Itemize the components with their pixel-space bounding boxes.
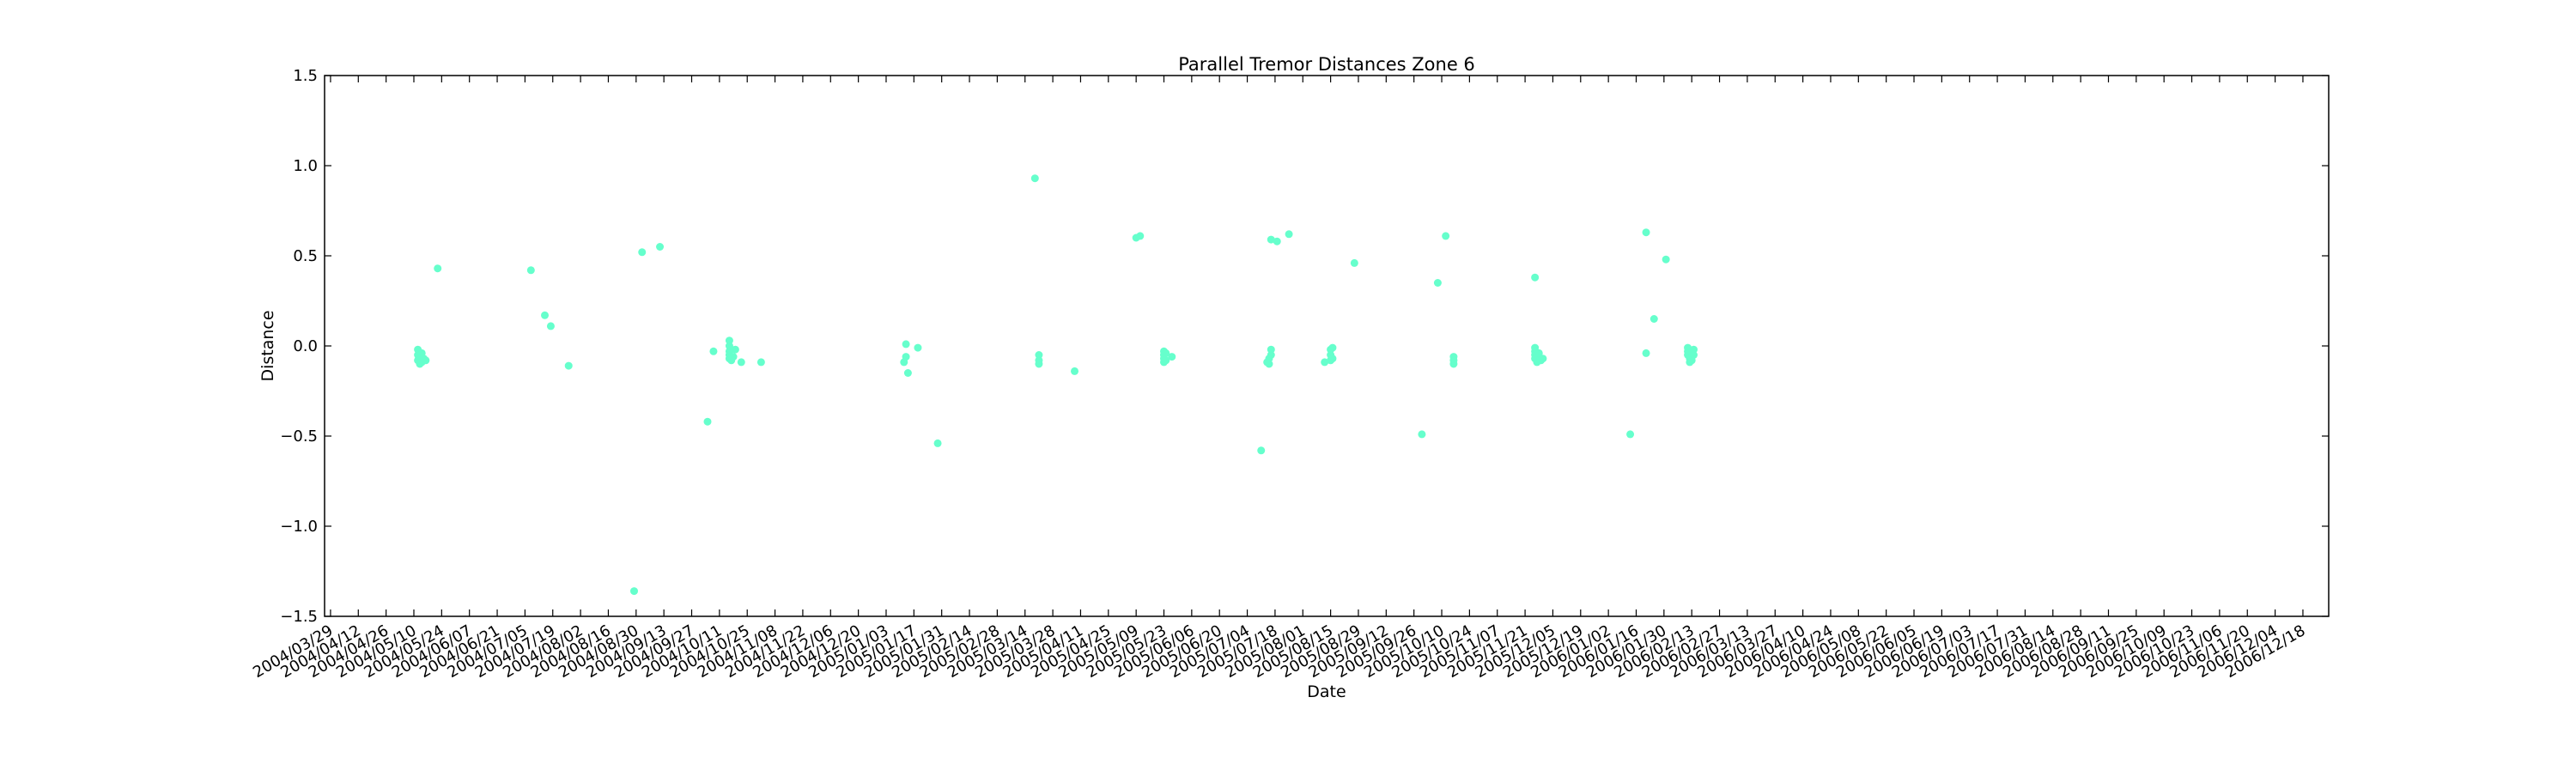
chart-title: Parallel Tremor Distances Zone 6	[1178, 54, 1475, 75]
y-axis-title: Distance	[258, 310, 277, 381]
data-point	[1328, 355, 1337, 363]
data-point	[933, 439, 942, 447]
data-point	[731, 345, 739, 354]
data-point	[1035, 351, 1043, 359]
data-point	[422, 356, 430, 365]
data-point	[1418, 430, 1426, 439]
data-point	[1071, 367, 1079, 375]
data-point	[709, 347, 718, 355]
data-point	[1273, 237, 1281, 246]
x-axis-title: Date	[1307, 682, 1346, 701]
data-point	[1267, 351, 1275, 359]
y-tick-label: 1.5	[293, 67, 318, 85]
data-point	[1531, 273, 1540, 282]
data-point	[1285, 230, 1293, 239]
y-tick-label: 0.0	[293, 337, 318, 355]
data-point	[1442, 232, 1450, 240]
data-point	[638, 248, 647, 257]
data-point	[1539, 355, 1547, 363]
data-point	[1035, 360, 1043, 368]
y-tick-label: −0.5	[280, 427, 318, 446]
data-point	[1162, 356, 1170, 365]
data-point	[729, 353, 738, 361]
plot-frame	[324, 75, 2330, 617]
data-point	[1162, 349, 1170, 357]
y-tick-label: 0.5	[293, 247, 318, 265]
data-point	[1136, 232, 1145, 240]
data-point	[1350, 258, 1358, 267]
data-point	[902, 353, 910, 361]
data-point	[725, 336, 733, 345]
y-tick-label: 1.0	[293, 157, 318, 175]
data-point	[564, 361, 573, 370]
data-point	[737, 358, 745, 367]
data-point	[1534, 349, 1543, 357]
y-tick-label: −1.5	[280, 608, 318, 626]
data-point	[1449, 360, 1458, 368]
data-point	[1662, 255, 1670, 264]
y-tick-label: −1.0	[280, 518, 318, 536]
data-point	[1168, 353, 1176, 361]
data-point	[546, 322, 555, 330]
data-point	[1267, 345, 1275, 354]
data-point	[1649, 315, 1658, 323]
data-point	[1030, 174, 1039, 183]
data-point	[1267, 235, 1275, 244]
data-point	[629, 587, 638, 596]
data-point	[541, 311, 550, 319]
data-point	[903, 369, 912, 377]
data-point	[1642, 228, 1650, 237]
data-point	[1626, 430, 1635, 439]
data-point	[1321, 358, 1329, 367]
data-point	[1642, 349, 1650, 357]
data-point	[902, 340, 910, 349]
data-point	[703, 417, 712, 426]
data-point	[1328, 343, 1337, 352]
data-point	[1690, 345, 1698, 354]
data-point	[1690, 351, 1698, 359]
data-point	[526, 266, 535, 275]
data-point	[1433, 279, 1442, 287]
data-point	[914, 343, 922, 352]
data-point	[434, 264, 442, 273]
data-point	[656, 243, 665, 251]
data-point	[1265, 360, 1273, 368]
data-point	[756, 358, 765, 367]
data-point	[1257, 446, 1266, 455]
